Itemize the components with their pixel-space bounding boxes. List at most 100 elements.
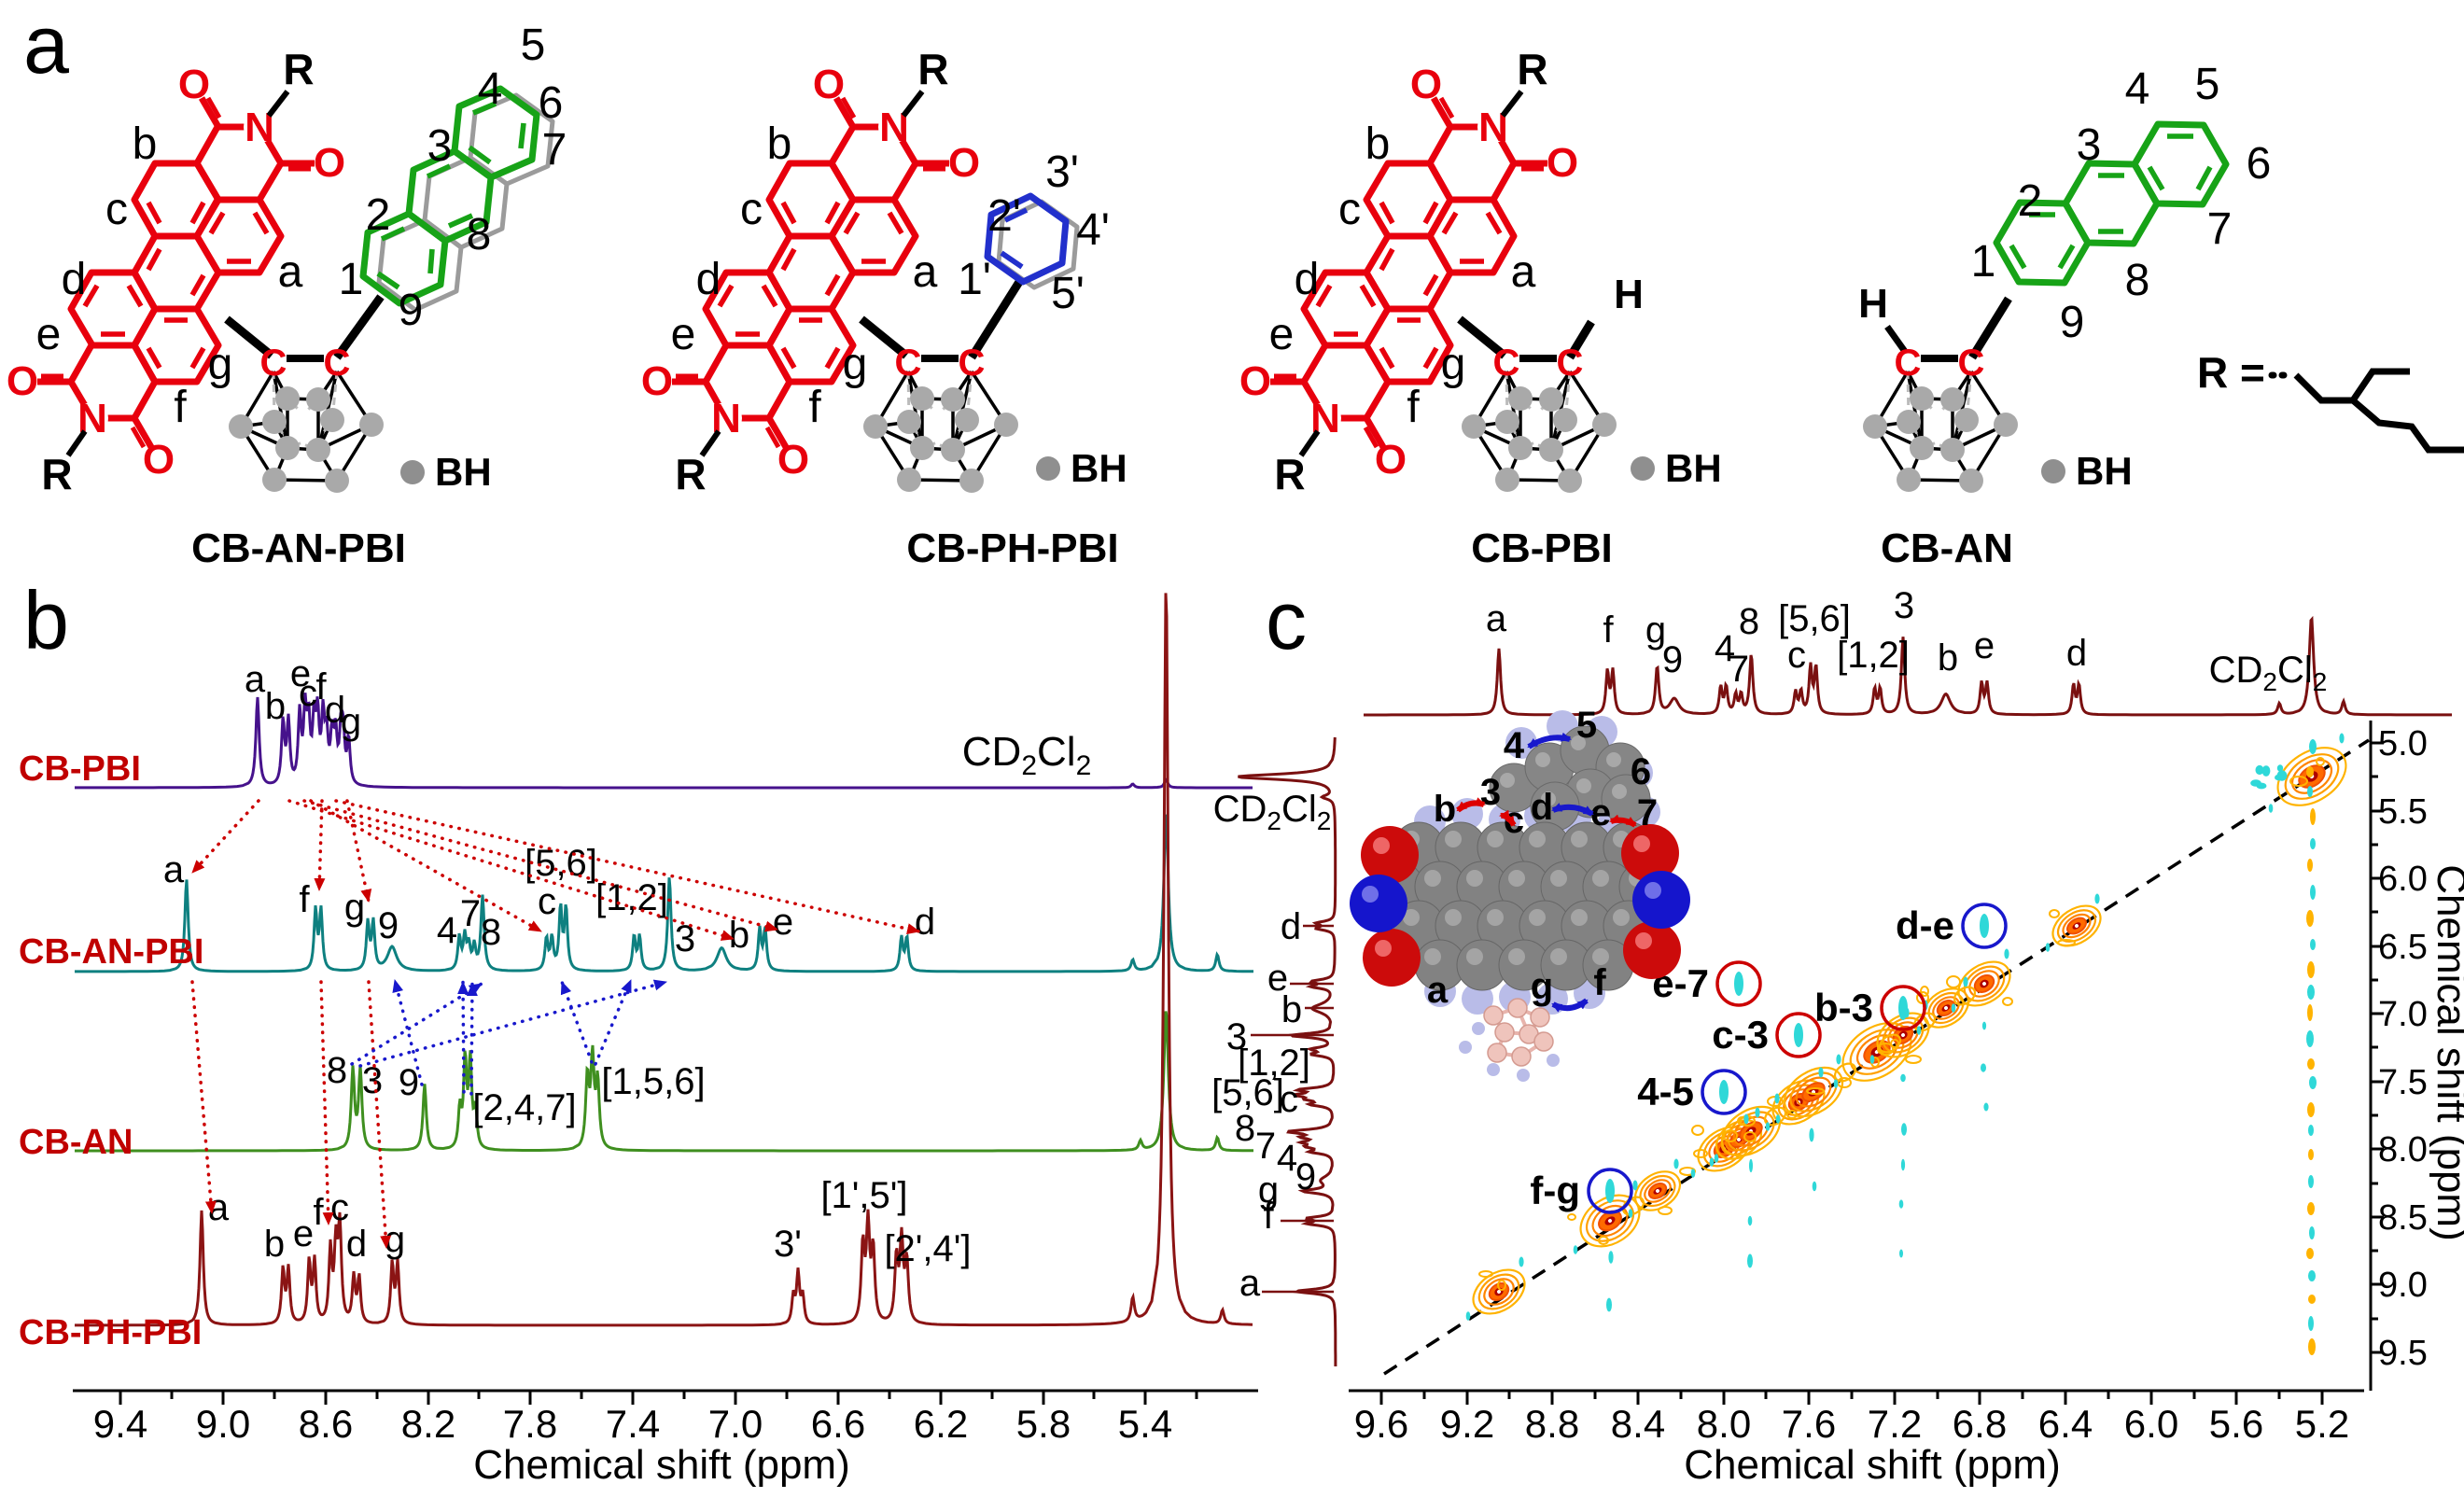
svg-text:5: 5 xyxy=(521,21,546,70)
svg-text:3: 3 xyxy=(1480,772,1501,813)
svg-text:c: c xyxy=(299,673,317,714)
svg-text:f: f xyxy=(1407,383,1420,432)
svg-text:e: e xyxy=(293,1213,314,1254)
svg-text:[5,6]: [5,6] xyxy=(525,843,597,884)
svg-text:e: e xyxy=(36,310,62,359)
svg-text:O: O xyxy=(7,358,38,404)
svg-text:C: C xyxy=(1895,343,1922,384)
svg-text:c: c xyxy=(1280,1079,1298,1120)
svg-text:9: 9 xyxy=(1295,1156,1316,1197)
svg-text:R: R xyxy=(1517,45,1547,93)
svg-text:CD2Cl2: CD2Cl2 xyxy=(962,729,1092,781)
svg-text:b: b xyxy=(1434,789,1456,830)
svg-text:7: 7 xyxy=(1255,1126,1276,1167)
svg-text:[2,4,7]: [2,4,7] xyxy=(472,1087,576,1128)
svg-text:g: g xyxy=(843,340,868,389)
svg-text:6.6: 6.6 xyxy=(811,1402,865,1446)
svg-text:6: 6 xyxy=(1631,751,1651,792)
svg-text:7.6: 7.6 xyxy=(1782,1402,1836,1446)
svg-text:9: 9 xyxy=(399,286,424,335)
svg-text:f: f xyxy=(315,666,327,707)
svg-text:e: e xyxy=(1974,625,1995,666)
svg-text:5': 5' xyxy=(1051,269,1085,318)
svg-text:O: O xyxy=(178,62,210,107)
svg-text:2': 2' xyxy=(987,191,1021,241)
svg-text:a: a xyxy=(1486,598,1507,639)
svg-text:C: C xyxy=(895,343,922,384)
svg-text:7.0: 7.0 xyxy=(708,1402,763,1446)
svg-text:a: a xyxy=(208,1187,230,1228)
svg-text:C: C xyxy=(1958,343,1985,384)
svg-text:a: a xyxy=(913,247,938,297)
svg-text:g: g xyxy=(344,887,365,928)
svg-text:f: f xyxy=(1593,962,1606,1003)
svg-text:CB-AN-PBI: CB-AN-PBI xyxy=(19,932,203,972)
svg-text:8: 8 xyxy=(2125,256,2150,305)
svg-text:7: 7 xyxy=(542,125,567,175)
svg-text:b-3: b-3 xyxy=(1814,986,1873,1029)
svg-text:6.8: 6.8 xyxy=(1953,1402,2007,1446)
svg-text:9.0: 9.0 xyxy=(2378,1266,2428,1305)
svg-text:f: f xyxy=(808,383,821,432)
svg-text:BH: BH xyxy=(2076,449,2133,493)
svg-text:CB-PH-PBI: CB-PH-PBI xyxy=(906,525,1118,571)
svg-text:b: b xyxy=(767,119,792,169)
svg-text:[5,6]: [5,6] xyxy=(1778,598,1851,639)
svg-text:c: c xyxy=(330,1187,349,1228)
svg-text:C: C xyxy=(1493,343,1520,384)
svg-text:O: O xyxy=(777,437,809,483)
svg-text:a: a xyxy=(278,247,303,297)
svg-text:O: O xyxy=(1239,358,1271,404)
svg-text:3: 3 xyxy=(362,1060,383,1101)
svg-text:O: O xyxy=(813,62,845,107)
svg-text:d: d xyxy=(696,255,721,304)
svg-text:d: d xyxy=(346,1224,367,1265)
svg-text:d: d xyxy=(915,902,935,943)
svg-text:3: 3 xyxy=(675,918,695,959)
svg-text:1': 1' xyxy=(958,255,991,304)
svg-text:CB-PH-PBI: CB-PH-PBI xyxy=(19,1313,202,1352)
svg-text:8: 8 xyxy=(1739,601,1759,642)
svg-text:R: R xyxy=(283,45,314,93)
svg-text:9: 9 xyxy=(1662,639,1683,680)
svg-text:8.2: 8.2 xyxy=(401,1402,455,1446)
svg-text:5: 5 xyxy=(2195,60,2220,109)
svg-text:5.8: 5.8 xyxy=(1016,1402,1071,1446)
svg-text:[1',5']: [1',5'] xyxy=(820,1175,907,1216)
svg-text:O: O xyxy=(314,140,345,186)
svg-text:d: d xyxy=(325,690,345,731)
svg-text:g: g xyxy=(1531,966,1553,1007)
svg-text:5.6: 5.6 xyxy=(2209,1402,2263,1446)
svg-text:7: 7 xyxy=(1729,649,1749,690)
svg-text:3': 3' xyxy=(1045,147,1079,197)
svg-text:g: g xyxy=(385,1219,405,1260)
svg-text:3: 3 xyxy=(2077,120,2102,170)
svg-text:8.8: 8.8 xyxy=(1525,1402,1579,1446)
svg-text:CB-AN-PBI: CB-AN-PBI xyxy=(191,525,406,571)
svg-text:[5,6]: [5,6] xyxy=(1211,1072,1284,1113)
svg-text:9.2: 9.2 xyxy=(1440,1402,1494,1446)
svg-text:e: e xyxy=(671,310,696,359)
svg-text:b: b xyxy=(1938,637,1958,679)
svg-text:a: a xyxy=(1511,247,1536,297)
svg-text:R =: R = xyxy=(2197,348,2265,397)
svg-text:2: 2 xyxy=(2018,176,2043,226)
svg-text:c: c xyxy=(740,185,763,234)
svg-text:b: b xyxy=(23,574,69,666)
svg-text:g: g xyxy=(341,701,361,742)
svg-text:CB-PBI: CB-PBI xyxy=(1471,525,1613,571)
svg-text:BH: BH xyxy=(435,450,492,494)
svg-text:d: d xyxy=(1281,906,1301,947)
svg-text:O: O xyxy=(1547,140,1578,186)
svg-text:3: 3 xyxy=(1894,585,1914,626)
svg-text:9: 9 xyxy=(2060,298,2085,347)
svg-text:R: R xyxy=(917,45,948,93)
svg-text:f: f xyxy=(313,1192,324,1233)
svg-text:a: a xyxy=(1427,970,1449,1011)
svg-text:c: c xyxy=(1266,574,1307,666)
svg-text:3': 3' xyxy=(774,1224,802,1265)
svg-text:d: d xyxy=(2066,633,2087,674)
svg-text:CD2Cl2: CD2Cl2 xyxy=(2209,650,2328,696)
svg-text:e: e xyxy=(773,902,793,943)
svg-text:7: 7 xyxy=(460,893,481,934)
